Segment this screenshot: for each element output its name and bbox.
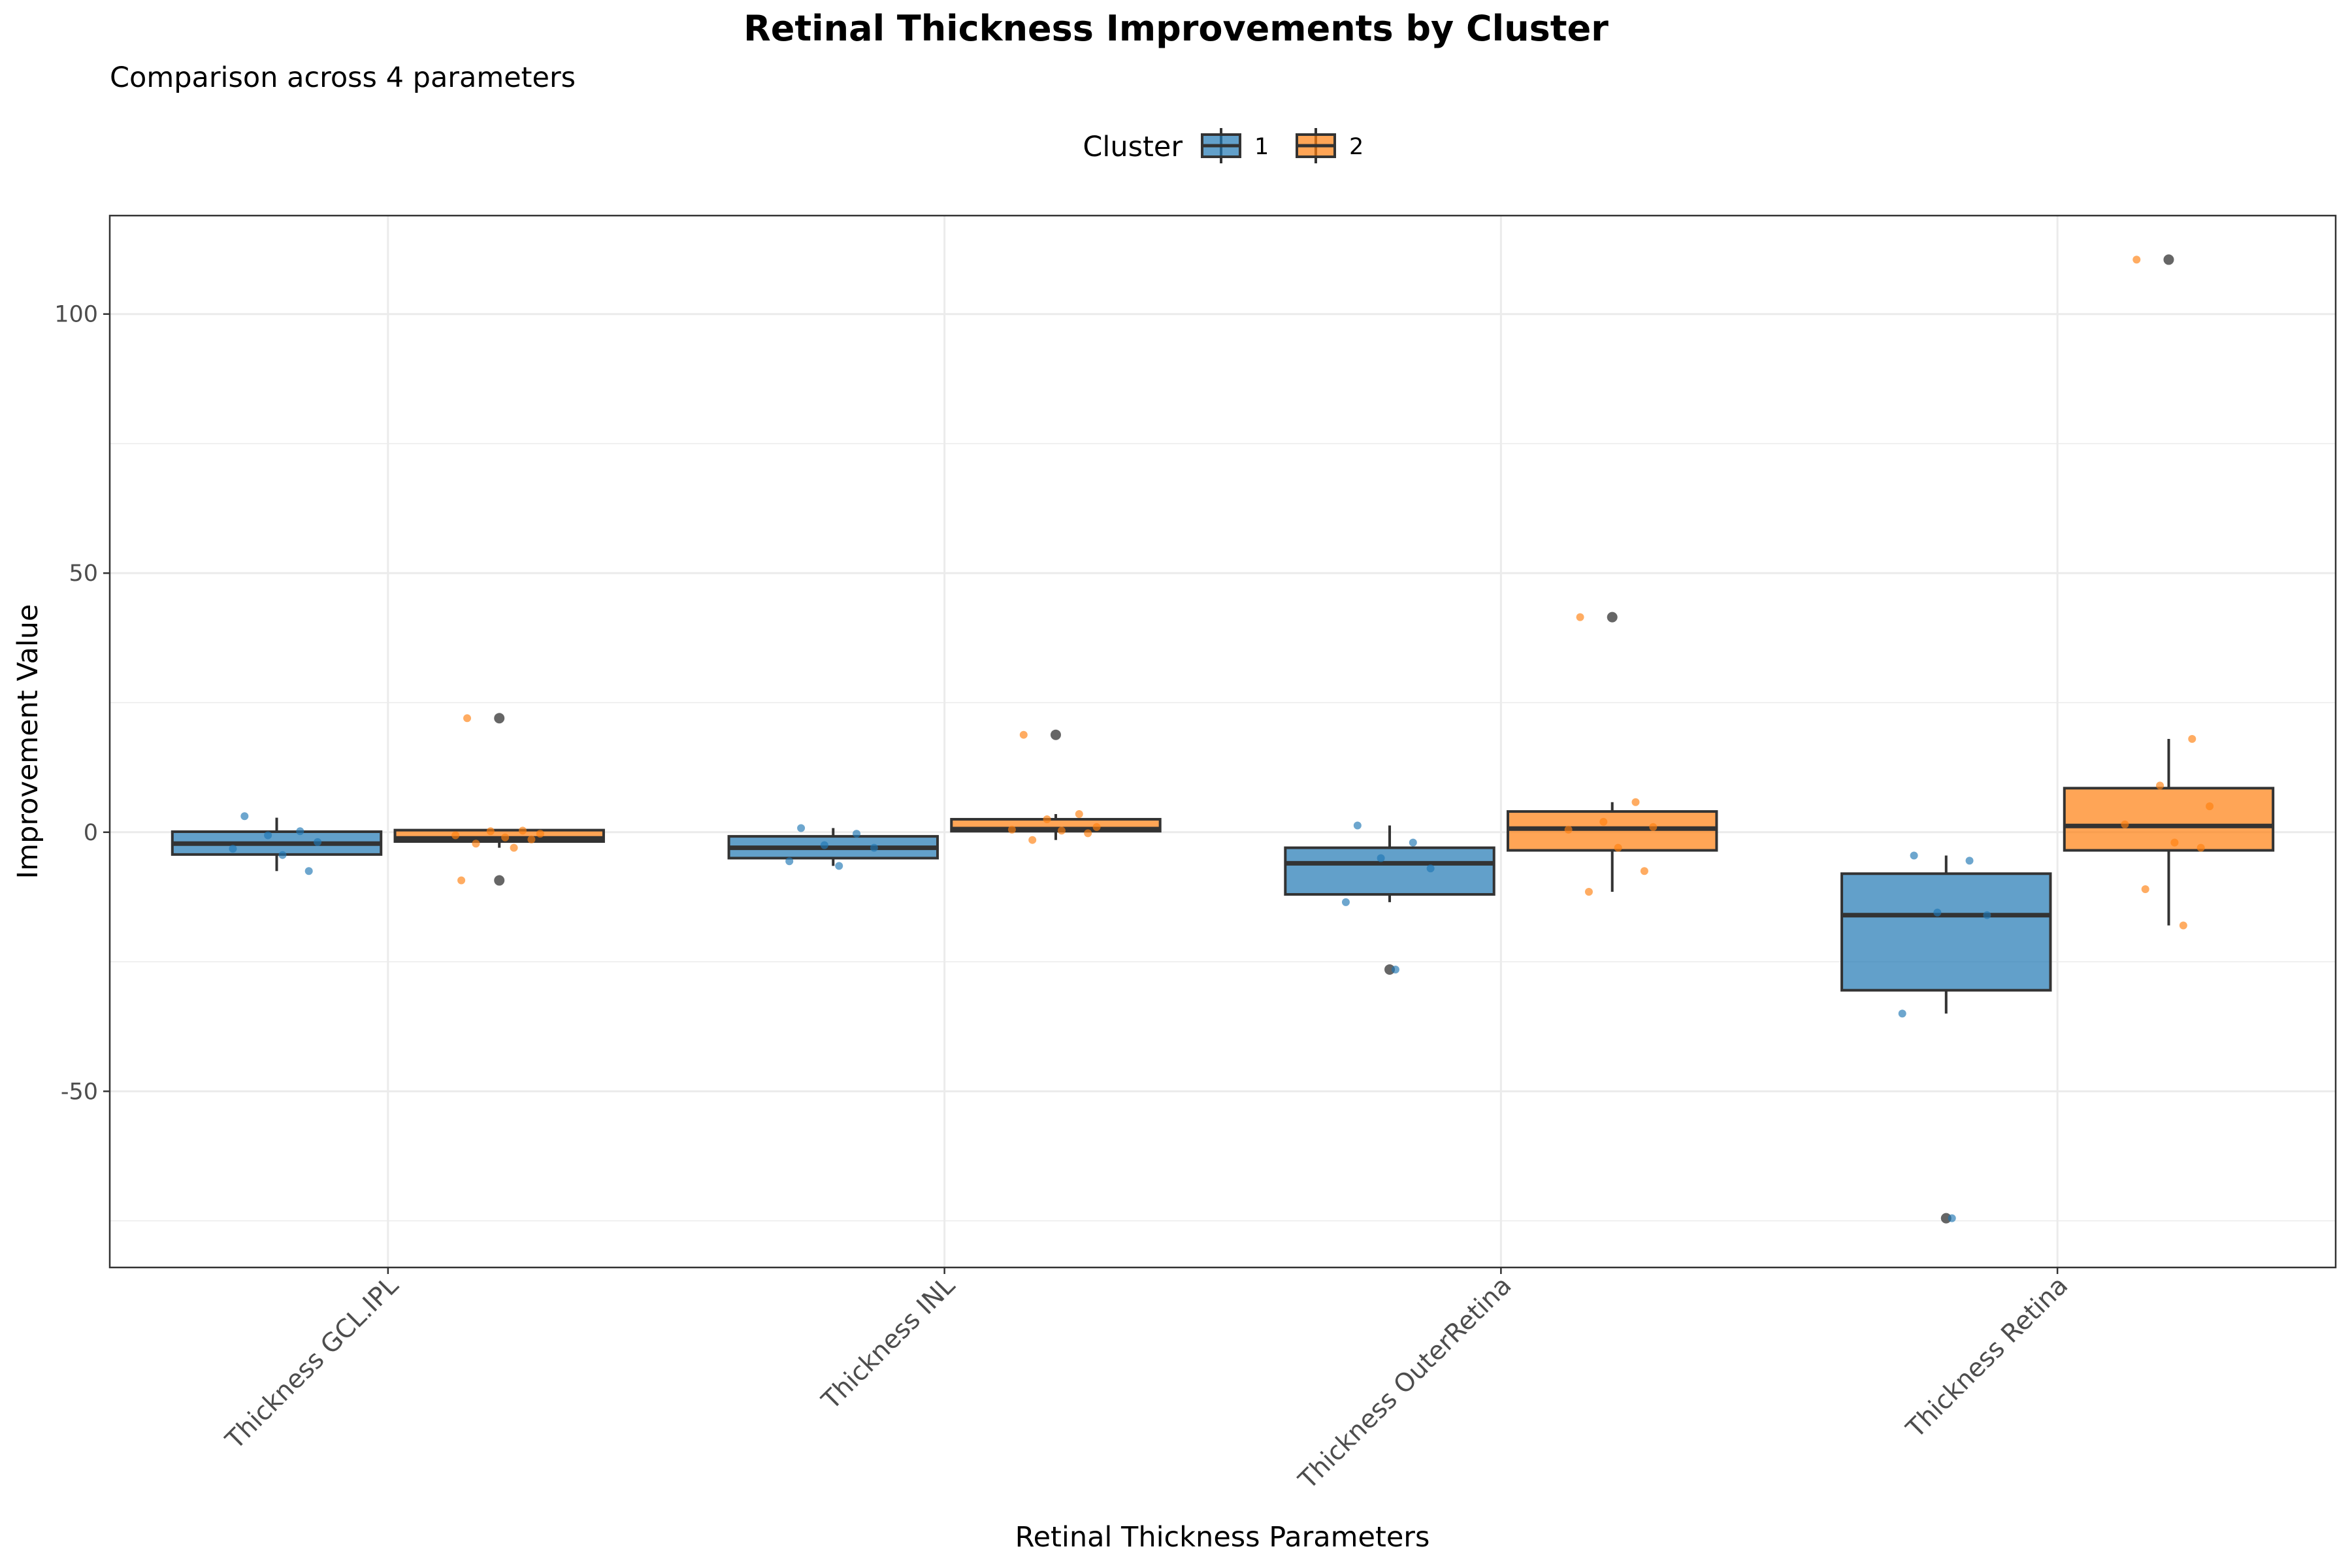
data-point	[1640, 867, 1648, 875]
y-axis-title: Improvement Value	[12, 604, 44, 879]
data-point	[1576, 613, 1584, 621]
data-point	[501, 833, 510, 841]
data-point	[1649, 823, 1658, 831]
data-point	[1409, 838, 1417, 847]
data-point	[472, 840, 480, 848]
data-point	[2121, 820, 2129, 828]
chart-title: Retinal Thickness Improvements by Cluste…	[743, 8, 1609, 49]
data-point	[2206, 802, 2214, 811]
chart-subtitle: Comparison across 4 parameters	[110, 61, 576, 94]
data-point	[2141, 885, 2149, 894]
box-iqr	[1284, 846, 1495, 896]
y-tick-label: 0	[84, 820, 98, 846]
box-outlier	[1050, 729, 1061, 740]
x-tick-label: Thickness Retina	[1901, 1271, 2074, 1444]
data-point	[264, 831, 272, 840]
data-point	[797, 824, 806, 832]
data-point	[853, 830, 861, 838]
plot-frame	[108, 214, 2337, 1269]
data-point	[1341, 898, 1350, 906]
y-tick-label: 100	[54, 302, 98, 328]
data-point	[1092, 823, 1101, 831]
x-tick-label: Thickness GCL.IPL	[220, 1271, 404, 1456]
data-point	[1898, 1009, 1906, 1018]
data-point	[870, 843, 878, 852]
data-point	[820, 841, 828, 849]
data-point	[1057, 826, 1066, 835]
x-axis-title: Retinal Thickness Parameters	[1015, 1521, 1430, 1554]
data-point	[1043, 815, 1051, 823]
data-point	[2179, 921, 2187, 930]
data-point	[1075, 810, 1083, 819]
data-point	[240, 812, 249, 821]
x-axis: Thickness GCL.IPL Thickness INL Thickness …	[220, 1267, 2074, 1495]
data-point	[1391, 965, 1399, 973]
box-outlier	[494, 875, 505, 886]
legend: Cluster 1 2	[1083, 128, 1364, 163]
data-point	[1353, 821, 1362, 830]
data-point	[1028, 836, 1037, 844]
data-point	[1948, 1214, 1956, 1222]
data-point	[1377, 854, 1385, 862]
legend-label: 1	[1254, 134, 1269, 160]
data-point	[510, 843, 518, 852]
data-point	[1584, 888, 1593, 896]
data-point	[2197, 843, 2205, 852]
data-point	[314, 838, 322, 846]
data-point	[2132, 255, 2141, 264]
data-point	[536, 830, 544, 838]
data-point	[2170, 838, 2179, 847]
box-outlier	[1607, 612, 1618, 623]
data-point	[1933, 908, 1942, 917]
data-point	[1631, 798, 1640, 806]
box-iqr	[2063, 787, 2275, 852]
data-point	[1426, 864, 1435, 873]
data-point	[451, 831, 460, 840]
data-point	[1910, 851, 1918, 860]
data-point	[1614, 843, 1622, 852]
data-point	[518, 826, 527, 835]
data-point	[1599, 817, 1608, 826]
box-outlier	[1940, 1213, 1952, 1224]
data-point	[1019, 730, 1028, 739]
data-point	[296, 827, 304, 836]
x-tick-label: Thickness OuterRetina	[1293, 1271, 1518, 1495]
data-point	[835, 862, 843, 870]
box-outlier	[494, 713, 505, 724]
box-outlier	[2163, 254, 2174, 265]
plot-background	[110, 216, 2336, 1267]
data-point	[1965, 857, 1974, 865]
data-point	[486, 827, 495, 836]
y-tick-label: -50	[61, 1079, 98, 1105]
data-point	[229, 845, 237, 853]
legend-label: 2	[1349, 134, 1364, 160]
x-tick-label: Thickness INL	[816, 1271, 961, 1416]
data-point	[785, 857, 794, 866]
data-point	[1983, 911, 1991, 919]
data-point	[463, 714, 472, 723]
plot-marks	[171, 254, 2275, 1224]
data-point	[1084, 829, 1092, 838]
data-point	[2188, 735, 2197, 743]
data-point	[1007, 825, 1016, 834]
data-point	[527, 835, 536, 843]
box-iqr	[1840, 872, 2052, 992]
y-axis: -50 0 50 100	[54, 302, 110, 1105]
box-iqr	[1507, 810, 1718, 852]
legend-title: Cluster	[1083, 131, 1183, 163]
data-point	[457, 876, 466, 885]
data-point	[2156, 781, 2164, 790]
data-point	[1564, 825, 1573, 834]
data-point	[304, 867, 313, 875]
plot-grid	[110, 216, 2336, 1267]
data-point	[278, 851, 287, 859]
y-tick-label: 50	[69, 561, 98, 587]
box-outlier	[1384, 964, 1396, 975]
